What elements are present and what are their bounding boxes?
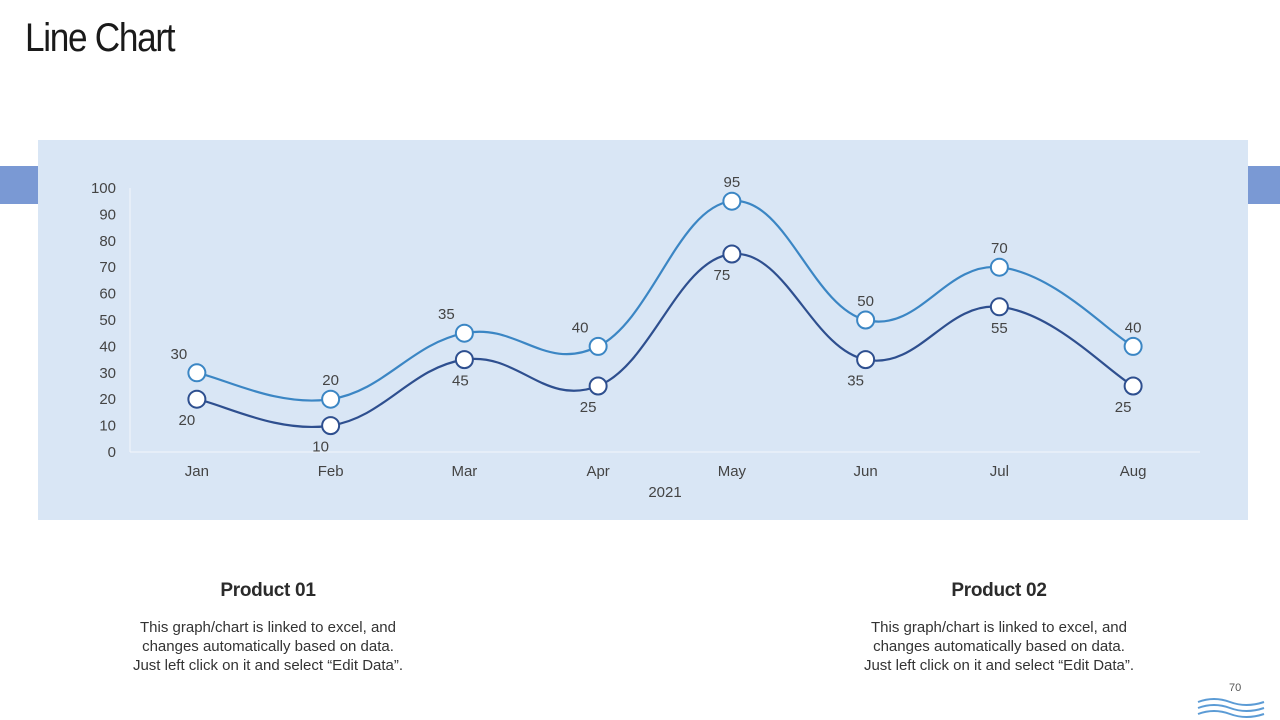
series-1-data-label-jul: 70 [991, 240, 1008, 257]
y-tick-label-70: 70 [99, 259, 116, 276]
wave-logo-icon [1197, 698, 1265, 718]
product-02-block: Product 02 This graph/chart is linked to… [849, 580, 1149, 675]
series-2-data-label-feb: 10 [312, 439, 329, 456]
series-2-point-jun [856, 350, 876, 370]
y-tick-label-100: 100 [91, 180, 116, 197]
series-1-point-may [722, 191, 742, 211]
series-2-data-label-jun: 35 [847, 373, 864, 390]
series-1-point-apr [588, 336, 608, 356]
series-1-data-label-jun: 50 [857, 293, 874, 310]
product-01-description: This graph/chart is linked to excel, and… [118, 618, 418, 675]
x-tick-label-apr: Apr [586, 463, 609, 480]
product-01-block: Product 01 This graph/chart is linked to… [118, 580, 418, 675]
series-2-line [196, 252, 1134, 428]
product-01-line-2: changes automatically based on data. [142, 638, 394, 655]
x-tick-label-aug: Aug [1120, 463, 1147, 480]
y-tick-label-20: 20 [99, 391, 116, 408]
series-2-data-label-aug: 25 [1115, 399, 1132, 416]
x-tick-label-may: May [718, 463, 747, 480]
x-axis-title: 2021 [648, 484, 681, 501]
series-2-point-mar [454, 350, 474, 370]
line-chart[interactable]: 0 10 20 30 40 50 60 70 80 90 100 Jan Feb Mar Apr May Jun… [38, 140, 1248, 520]
product-01-title: Product 01 [220, 580, 316, 601]
series-1-point-aug [1123, 336, 1143, 356]
series-2-point-feb [321, 416, 341, 436]
accent-bar-left [0, 166, 40, 204]
product-01-line-3: Just left click on it and select “Edit D… [132, 657, 404, 674]
series-1-point-jul [989, 257, 1009, 277]
chart-panel[interactable]: 0 10 20 30 40 50 60 70 80 90 100 Jan Feb Mar Apr May Jun… [38, 140, 1248, 520]
y-tick-label-90: 90 [99, 206, 116, 223]
y-tick-label-30: 30 [99, 365, 116, 382]
series-1-data-label-may: 95 [724, 174, 741, 191]
product-02-title: Product 02 [951, 580, 1047, 601]
y-tick-label-50: 50 [99, 312, 116, 329]
x-tick-label-jan: Jan [185, 463, 209, 480]
series-2-point-aug [1123, 376, 1143, 396]
series-2-data-label-apr: 25 [580, 399, 597, 416]
product-02-line-2: changes automatically based on data. [873, 638, 1125, 655]
y-tick-label-40: 40 [99, 338, 116, 355]
product-02-line-3: Just left click on it and select “Edit D… [863, 657, 1135, 674]
series-1-point-jun [856, 310, 876, 330]
series-2-point-apr [588, 376, 608, 396]
y-tick-label-10: 10 [99, 418, 116, 435]
series-2-data-label-jan: 20 [179, 412, 196, 429]
page-title: Line Chart [25, 16, 176, 60]
series-1-point-jan [187, 363, 207, 383]
series-1-point-feb [321, 389, 341, 409]
series-1-data-label-feb: 20 [322, 372, 339, 389]
y-tick-label-60: 60 [99, 286, 116, 303]
series-2-data-label-mar: 45 [452, 373, 469, 390]
y-tick-label-0: 0 [108, 444, 116, 461]
series-2-point-jul [989, 297, 1009, 317]
series-2-point-jan [187, 389, 207, 409]
x-tick-label-jul: Jul [990, 463, 1009, 480]
series-1-data-label-mar: 35 [438, 306, 455, 323]
series-1-line [196, 200, 1134, 402]
series-1-data-label-apr: 40 [572, 319, 589, 336]
series-1-point-mar [454, 323, 474, 343]
product-02-description: This graph/chart is linked to excel, and… [849, 618, 1149, 675]
x-tick-label-feb: Feb [318, 463, 344, 480]
product-02-line-1: This graph/chart is linked to excel, and [871, 619, 1127, 636]
x-tick-label-jun: Jun [854, 463, 878, 480]
series-2-data-label-jul: 55 [991, 320, 1008, 337]
accent-bar-right [1246, 166, 1280, 204]
x-tick-label-mar: Mar [451, 463, 477, 480]
page-number: 70 [1229, 682, 1242, 694]
product-01-line-1: This graph/chart is linked to excel, and [140, 619, 396, 636]
y-tick-label-80: 80 [99, 233, 116, 250]
series-1-data-label-jan: 30 [171, 346, 188, 363]
series-2-point-may [722, 244, 742, 264]
series-2-data-label-may: 75 [714, 267, 731, 284]
series-1-data-label-aug: 40 [1125, 319, 1142, 336]
